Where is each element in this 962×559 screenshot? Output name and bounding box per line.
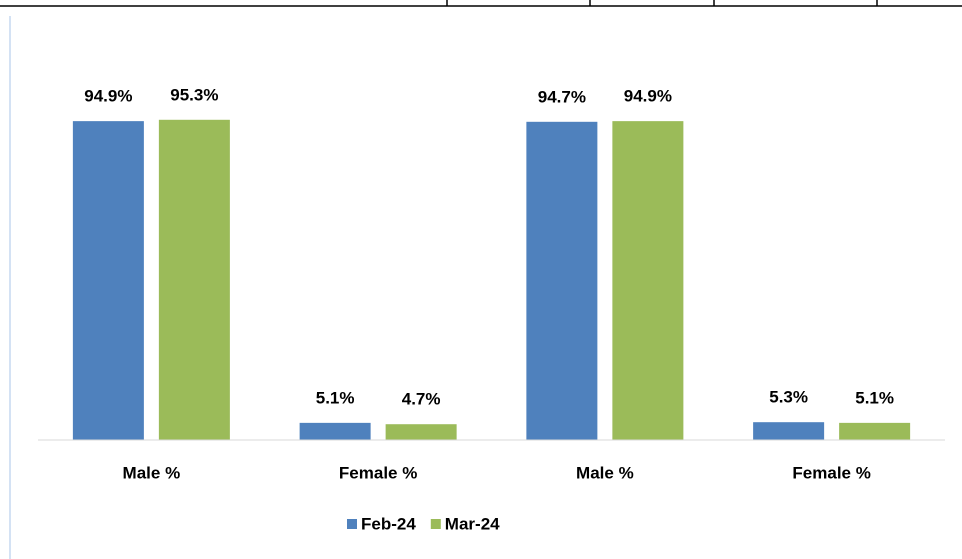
data-label: 5.1% — [855, 388, 894, 407]
data-label: 5.1% — [316, 388, 355, 407]
data-label: 4.7% — [402, 390, 441, 409]
x-tick-label: Male % — [576, 463, 634, 482]
x-tick-label: Female % — [792, 463, 870, 482]
bar — [72, 121, 144, 441]
legend-swatch — [430, 519, 441, 529]
x-tick-label: Male % — [123, 463, 181, 482]
bar — [753, 422, 825, 440]
table-border — [0, 0, 962, 7]
x-tick-label: Female % — [339, 463, 417, 482]
data-label: 94.9% — [624, 87, 672, 106]
bar — [385, 424, 457, 440]
legend-label: Feb-24 — [361, 514, 416, 533]
legend-swatch — [347, 519, 357, 529]
bar — [612, 121, 684, 441]
bar — [158, 119, 230, 441]
bar — [839, 422, 911, 440]
bar — [299, 422, 371, 440]
data-label: 95.3% — [170, 85, 218, 104]
legend-label: Mar-24 — [445, 514, 500, 533]
data-label: 94.7% — [538, 87, 586, 106]
data-label: 5.3% — [769, 388, 808, 407]
bar — [526, 121, 598, 441]
data-label: 94.9% — [84, 87, 132, 106]
